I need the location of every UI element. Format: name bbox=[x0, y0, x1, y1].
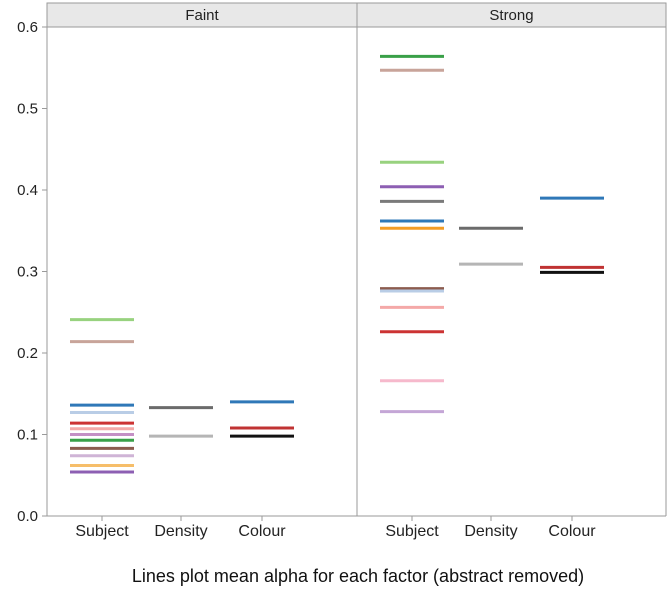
x-category-label: Colour bbox=[548, 523, 596, 540]
panels: Faint Subject Density Colour Strong Subject De… bbox=[46, 2, 667, 540]
panel-faint: Faint Subject Density Colour bbox=[46, 2, 358, 540]
y-tick-label: 0.4 bbox=[17, 182, 38, 199]
x-category-label: Density bbox=[154, 523, 207, 540]
y-tick-label: 0.6 bbox=[17, 19, 38, 36]
x-category-label: Subject bbox=[385, 523, 439, 540]
y-tick-label: 0.2 bbox=[17, 345, 38, 362]
y-tick-label: 0.3 bbox=[17, 264, 38, 281]
y-tick-label: 0.1 bbox=[17, 427, 38, 444]
y-axis: 0.0 0.1 0.2 0.3 0.4 0.5 0.6 bbox=[17, 3, 48, 525]
x-category-label: Colour bbox=[238, 523, 286, 540]
x-category-label: Subject bbox=[75, 523, 129, 540]
panel-header bbox=[46, 2, 358, 28]
y-tick-label: 0.5 bbox=[17, 101, 38, 118]
panel-title: Faint bbox=[185, 7, 219, 24]
panel-title: Strong bbox=[489, 7, 533, 24]
x-category-label: Density bbox=[464, 523, 517, 540]
panel-strong: Strong Subject Density Colour bbox=[356, 2, 667, 540]
y-tick-label: 0.0 bbox=[17, 508, 38, 525]
chart-caption: Lines plot mean alpha for each factor (a… bbox=[132, 566, 584, 586]
